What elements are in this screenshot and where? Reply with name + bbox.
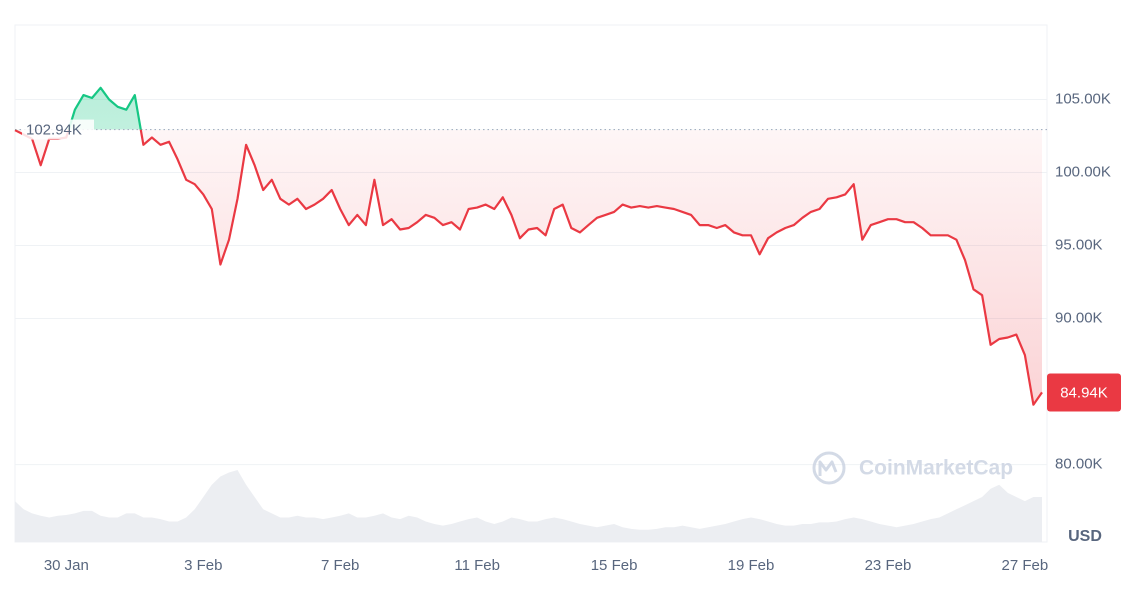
- x-tick-label: 3 Feb: [184, 557, 222, 574]
- y-tick-label: 95.00K: [1055, 236, 1103, 253]
- x-tick-label: 15 Feb: [591, 557, 638, 574]
- x-tick-label: 7 Feb: [321, 557, 359, 574]
- x-tick-label: 27 Feb: [1002, 557, 1049, 574]
- last-price-badge: [1047, 373, 1121, 412]
- area-below: [15, 129, 1042, 405]
- currency-label: USD: [1068, 528, 1102, 545]
- area-above: [15, 87, 1042, 130]
- reference-label-bg: [22, 119, 94, 140]
- x-tick-label: 30 Jan: [44, 557, 89, 574]
- y-tick-label: 100.00K: [1055, 163, 1111, 180]
- volume-layer: [15, 470, 1042, 542]
- y-tick-label: 90.00K: [1055, 310, 1103, 327]
- watermark-text: CoinMarketCap: [859, 457, 1013, 480]
- volume-area: [15, 470, 1042, 542]
- x-tick-label: 19 Feb: [728, 557, 775, 574]
- x-tick-label: 11 Feb: [454, 557, 500, 574]
- y-tick-label: 80.00K: [1055, 456, 1103, 473]
- watermark: CoinMarketCap: [812, 451, 1013, 485]
- x-tick-label: 23 Feb: [865, 557, 912, 574]
- y-tick-label: 105.00K: [1055, 90, 1111, 107]
- reference-label: 102.94K: [26, 122, 82, 139]
- price-line-below: [14, 129, 1043, 406]
- last-price-label: 84.94K: [1060, 384, 1108, 401]
- plot: 102.94K 84.94K: [14, 86, 1121, 412]
